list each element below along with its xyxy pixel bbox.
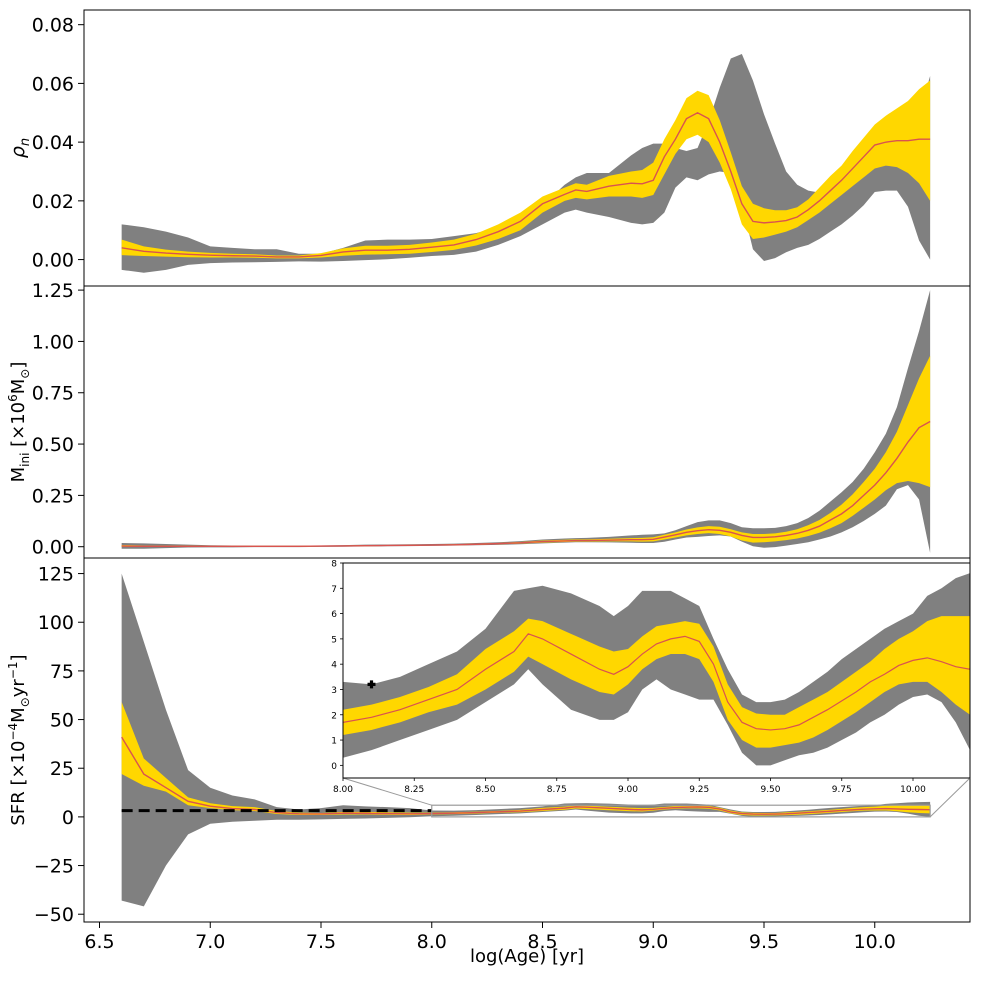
mini-ytick-label: 0.25: [32, 485, 74, 507]
zoom-box: [431, 804, 931, 818]
rho-outer-band: [121, 54, 931, 273]
mini-ytick-label: 1.00: [32, 331, 74, 353]
inset-xtick-label: 9.25: [689, 785, 709, 795]
sfr-ylabel: SFR [×10−4M⊙yr−1]: [6, 654, 32, 825]
rho-ytick-label: 0.00: [32, 250, 74, 272]
x-tick-label: 9.5: [749, 931, 779, 953]
rho-yticks: 0.00 0.02 0.04 0.06 0.08: [32, 15, 84, 272]
inset-ytick-label: 4: [331, 661, 337, 671]
rho-ytick-label: 0.06: [32, 73, 74, 95]
mini-bands: [121, 290, 931, 553]
mini-ytick-label: 0.75: [32, 383, 74, 405]
inset-xtick-label: 9.00: [618, 785, 638, 795]
sfr-bands: [121, 573, 931, 907]
rho-inner-band: [121, 80, 931, 259]
sfr-ytick-label: 100: [38, 612, 74, 634]
rho-ylabel: ρn: [7, 138, 33, 158]
inset-bands: [343, 573, 970, 766]
mini-outer-band: [121, 290, 931, 553]
x-tick-label: 8.5: [527, 931, 557, 953]
inset-plot: 0 1 2 3 4 5 6 7 8 8.00 8.25 8.50 8.75 9.00 9.25 9.50 9.7…: [331, 560, 971, 818]
inset-ytick-label: 5: [331, 635, 337, 645]
sfr-ytick-label: −25: [34, 856, 74, 878]
mini-ytick-label: 0.50: [32, 434, 74, 456]
inset-xtick-label: 8.00: [333, 785, 353, 795]
sfr-ytick-label: 50: [50, 710, 74, 732]
inset-ytick-label: 0: [331, 762, 337, 772]
rho-ytick-label: 0.02: [32, 191, 74, 213]
rho-median-line: [121, 111, 931, 258]
sfr-xticks: 6.5 7.0 7.5 8.0 8.5 9.0 9.5 10.0: [84, 922, 896, 953]
sfr-ytick-label: 25: [50, 758, 74, 780]
inset-ytick-label: 7: [331, 585, 337, 595]
x-tick-label: 8.0: [417, 931, 447, 953]
sfr-ytick-label: 0: [62, 807, 74, 829]
rho-ytick-label: 0.04: [32, 132, 74, 154]
inset-xtick-label: 8.25: [404, 785, 424, 795]
x-axis-label: log(Age) [yr]: [470, 946, 584, 967]
inset-xtick-label: 10.00: [900, 785, 926, 795]
mini-yticks: 0.00 0.25 0.50 0.75 1.00 1.25: [32, 280, 84, 559]
inset-xtick-label: 8.50: [475, 785, 495, 795]
inset-plus-marker: [367, 680, 376, 689]
inset-ytick-label: 3: [331, 686, 337, 696]
sfr-median-line: [121, 736, 931, 815]
x-tick-label: 9.0: [638, 931, 668, 953]
panel-rho: 0.00 0.02 0.04 0.06 0.08 ρn: [7, 9, 971, 287]
sfr-ytick-label: 125: [38, 564, 74, 586]
mini-median-line: [121, 420, 931, 547]
x-tick-label: 7.0: [195, 931, 225, 953]
inset-ytick-label: 2: [331, 711, 337, 721]
inset-median-line: [343, 633, 970, 731]
x-tick-label: 6.5: [84, 931, 114, 953]
inset-xtick-label: 8.75: [547, 785, 567, 795]
mini-ytick-label: 0.00: [32, 537, 74, 559]
sfr-ytick-label: −50: [34, 904, 74, 926]
rho-bands: [121, 54, 931, 273]
inset-ytick-label: 1: [331, 737, 337, 747]
inset-connector-left: [342, 777, 432, 806]
inset-frame: [342, 562, 971, 779]
x-tick-label: 7.5: [306, 931, 336, 953]
rho-ytick-label: 0.08: [32, 15, 74, 37]
inset-connector-right: [929, 777, 971, 818]
x-tick-label: 10.0: [854, 931, 896, 953]
inset-ytick-label: 8: [331, 560, 337, 570]
panel-mini: 0.00 0.25 0.50 0.75 1.00 1.25 Mini [×106M⊙]: [6, 280, 971, 559]
inset-inner-band: [343, 616, 970, 748]
inset-xtick-label: 9.50: [760, 785, 780, 795]
inset-ytick-label: 6: [331, 610, 337, 620]
mini-ylabel: Mini [×106M⊙]: [6, 362, 32, 483]
mini-ytick-label: 1.25: [32, 280, 74, 302]
sfr-ytick-label: 75: [50, 661, 74, 683]
inset-xtick-label: 9.75: [832, 785, 852, 795]
sfr-yticks: −50 −25 0 25 50 75 100 125: [34, 564, 84, 926]
